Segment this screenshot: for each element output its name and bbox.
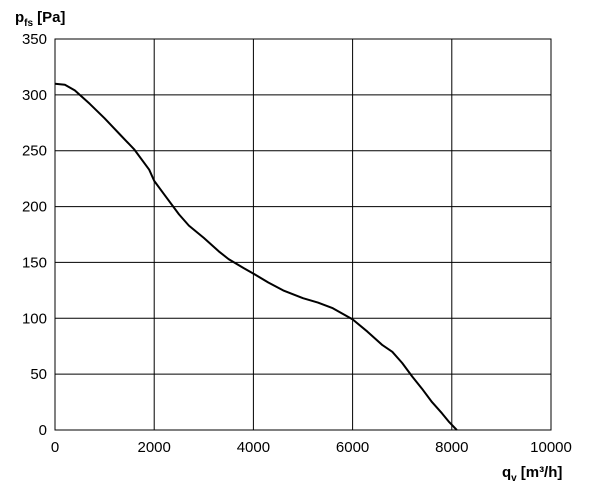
y-axis-title: pfs [Pa] (15, 9, 65, 29)
x-tick-label: 6000 (336, 439, 369, 456)
y-tick-label: 150 (22, 254, 47, 271)
x-tick-label: 4000 (237, 439, 270, 456)
x-axis-title: qv [m³/h] (502, 464, 562, 484)
x-tick-label: 2000 (138, 439, 171, 456)
grid-lines (54, 38, 552, 431)
y-tick-label: 250 (22, 143, 47, 160)
y-axis-symbol: p (15, 9, 24, 26)
x-axis-unit: [m³/h] (521, 464, 563, 481)
x-axis-subscript: v (511, 473, 517, 484)
x-tick-label: 0 (51, 439, 59, 456)
y-tick-label: 200 (22, 199, 47, 216)
y-tick-label: 100 (22, 310, 47, 327)
plot-frame (54, 38, 552, 431)
x-tick-label: 8000 (435, 439, 468, 456)
x-tick-label: 10000 (530, 439, 572, 456)
x-tick-labels: 0 2000 4000 6000 8000 10000 (51, 439, 572, 456)
y-tick-labels: 0 50 100 150 200 250 300 350 (22, 31, 47, 439)
y-axis-subscript: fs (24, 18, 33, 29)
series-line (54, 82, 458, 431)
y-tick-label: 300 (22, 87, 47, 104)
y-tick-label: 0 (39, 422, 47, 439)
y-tick-label: 50 (30, 366, 47, 383)
y-axis-unit: [Pa] (37, 9, 65, 26)
y-tick-label: 350 (22, 31, 47, 48)
x-axis-symbol: q (502, 464, 511, 481)
